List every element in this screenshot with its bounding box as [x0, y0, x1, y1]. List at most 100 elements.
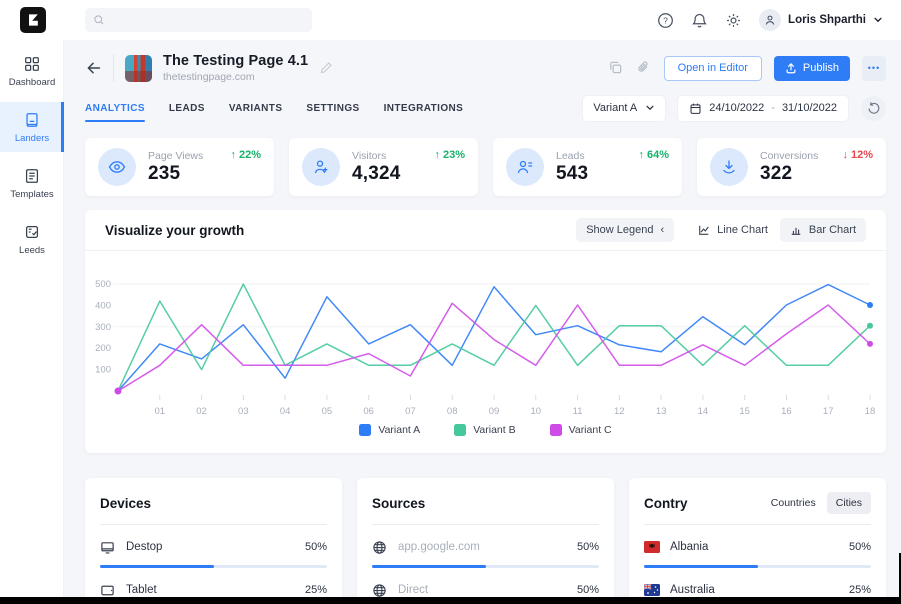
- svg-text:18: 18: [865, 406, 876, 417]
- user-menu[interactable]: Loris Shparthi: [759, 9, 883, 31]
- devices-card: Devices Destop 50% Tablet 25%: [85, 478, 342, 604]
- stat-card-visitors: Visitors 4,324 ↑ 23%: [289, 138, 478, 196]
- progress-fill: [100, 565, 214, 568]
- person-list-icon: [506, 148, 544, 186]
- country-row-australia: Australia 25%: [644, 581, 871, 599]
- sidebar-item-label: Leeds: [19, 245, 45, 256]
- notifications-bell-icon[interactable]: [691, 11, 709, 29]
- eye-icon: [98, 148, 136, 186]
- progress-track: [372, 565, 599, 568]
- progress-track: [100, 565, 327, 568]
- search-icon: [94, 15, 104, 25]
- breakdown-row: Devices Destop 50% Tablet 25%: [85, 478, 886, 604]
- stat-card-conversions: Conversions 322 ↓ 12%: [697, 138, 886, 196]
- chart-type-toggle: Line Chart Bar Chart: [688, 218, 866, 242]
- topbar: ? Loris Shparthi: [0, 0, 901, 40]
- open-in-editor-button[interactable]: Open in Editor: [663, 55, 762, 81]
- line-chart-button[interactable]: Line Chart: [688, 218, 778, 242]
- settings-gear-icon[interactable]: [725, 11, 743, 29]
- refresh-undo-icon: [868, 101, 880, 114]
- app-logo[interactable]: [20, 7, 46, 33]
- publish-button[interactable]: Publish: [773, 55, 850, 81]
- topbar-actions: ? Loris Shparthi: [657, 9, 883, 31]
- stat-label: Conversions: [760, 149, 819, 162]
- svg-text:02: 02: [196, 406, 207, 417]
- header-divider: [113, 54, 114, 82]
- search-bar[interactable]: [85, 8, 312, 32]
- growth-chart-card: Visualize your growth Show Legend ‹ Line…: [85, 210, 886, 453]
- svg-text:10: 10: [530, 406, 541, 417]
- country-card: Contry Countries Cities Albania 50%: [629, 478, 886, 604]
- sidebar-item-landers[interactable]: Landers: [0, 102, 64, 152]
- svg-text:06: 06: [363, 406, 374, 417]
- date-start: 24/10/2022: [709, 102, 765, 114]
- globe-icon: [372, 582, 388, 598]
- stat-delta: ↑ 23%: [434, 149, 465, 161]
- svg-text:13: 13: [656, 406, 667, 417]
- bar-chart-button[interactable]: Bar Chart: [779, 218, 866, 242]
- svg-text:03: 03: [238, 406, 249, 417]
- duplicate-copy-icon[interactable]: [608, 60, 624, 76]
- sidebar-item-dashboard[interactable]: Dashboard: [0, 46, 64, 96]
- country-row-albania: Albania 50%: [644, 538, 871, 556]
- legend-swatch: [359, 424, 372, 436]
- tab-integrations[interactable]: INTEGRATIONS: [383, 102, 464, 114]
- chevron-down-icon: [646, 105, 654, 111]
- help-icon[interactable]: ?: [657, 11, 675, 29]
- growth-line-chart: 100 200 300 400 500 01 02 03 04 05 06 07 08 09 10 11 12 1…: [95, 279, 876, 417]
- sidebar-item-label: Templates: [10, 189, 54, 200]
- desktop-monitor-icon: [100, 539, 116, 555]
- landers-pages-icon: [26, 113, 38, 127]
- svg-text:500: 500: [95, 279, 111, 290]
- sidebar-item-templates[interactable]: Templates: [0, 158, 64, 208]
- stat-label: Visitors: [352, 149, 387, 162]
- device-label: Tablet: [126, 584, 157, 596]
- sources-card-title: Sources: [372, 495, 426, 511]
- show-legend-button[interactable]: Show Legend ‹: [576, 218, 675, 242]
- stat-card-leads: Leads 543 ↑ 64%: [493, 138, 682, 196]
- progress-track: [644, 565, 871, 568]
- australia-flag-icon: [644, 582, 660, 598]
- countries-toggle-button[interactable]: Countries: [762, 492, 825, 514]
- page-thumbnail: [125, 54, 152, 82]
- stat-value: 322: [760, 162, 793, 184]
- templates-doc-icon: [25, 169, 39, 183]
- svg-text:08: 08: [447, 406, 458, 417]
- device-pct: 25%: [304, 584, 327, 596]
- page-header-actions: Open in Editor Publish •••: [608, 55, 886, 81]
- globe-icon: [372, 539, 388, 555]
- date-range-picker[interactable]: 24/10/2022 - 31/10/2022: [678, 95, 848, 121]
- tab-variants[interactable]: VARIANTS: [228, 102, 283, 114]
- country-card-title: Contry: [644, 495, 688, 511]
- tab-analytics[interactable]: ANALYTICS: [85, 97, 145, 122]
- main-content: The Testing Page 4.1 thetestingpage.com …: [64, 40, 901, 604]
- country-pct: 50%: [848, 541, 871, 553]
- growth-chart-title: Visualize your growth: [105, 222, 245, 238]
- sidebar: Dashboard Landers Templates Leeds: [0, 40, 64, 604]
- sources-card: Sources app.google.com 50% Direct 50: [357, 478, 614, 604]
- variant-select[interactable]: Variant A: [583, 95, 666, 121]
- reset-refresh-button[interactable]: [861, 95, 886, 121]
- line-chart-icon: [699, 225, 709, 235]
- svg-text:400: 400: [95, 300, 111, 311]
- source-pct: 50%: [576, 541, 599, 553]
- card-divider: [644, 524, 871, 525]
- user-avatar: [759, 9, 782, 31]
- svg-text:100: 100: [95, 365, 111, 376]
- svg-text:09: 09: [489, 406, 500, 417]
- device-pct: 50%: [304, 541, 327, 553]
- cities-toggle-button[interactable]: Cities: [826, 492, 871, 514]
- tab-settings[interactable]: SETTINGS: [306, 102, 360, 114]
- search-input[interactable]: [111, 14, 291, 26]
- back-arrow-button[interactable]: [85, 57, 107, 79]
- variant-select-value: Variant A: [593, 102, 638, 114]
- edit-title-pencil-icon[interactable]: [320, 61, 334, 75]
- sidebar-item-leeds[interactable]: Leeds: [0, 214, 64, 264]
- chevron-down-icon: [874, 17, 882, 23]
- more-options-button[interactable]: •••: [862, 55, 886, 81]
- source-label: app.google.com: [398, 541, 480, 553]
- stat-delta: ↓ 12%: [842, 149, 873, 161]
- filters: Variant A 24/10/2022 - 31/10/2022: [583, 95, 886, 121]
- link-paperclip-icon[interactable]: [636, 60, 652, 76]
- tab-leads[interactable]: LEADS: [168, 102, 205, 114]
